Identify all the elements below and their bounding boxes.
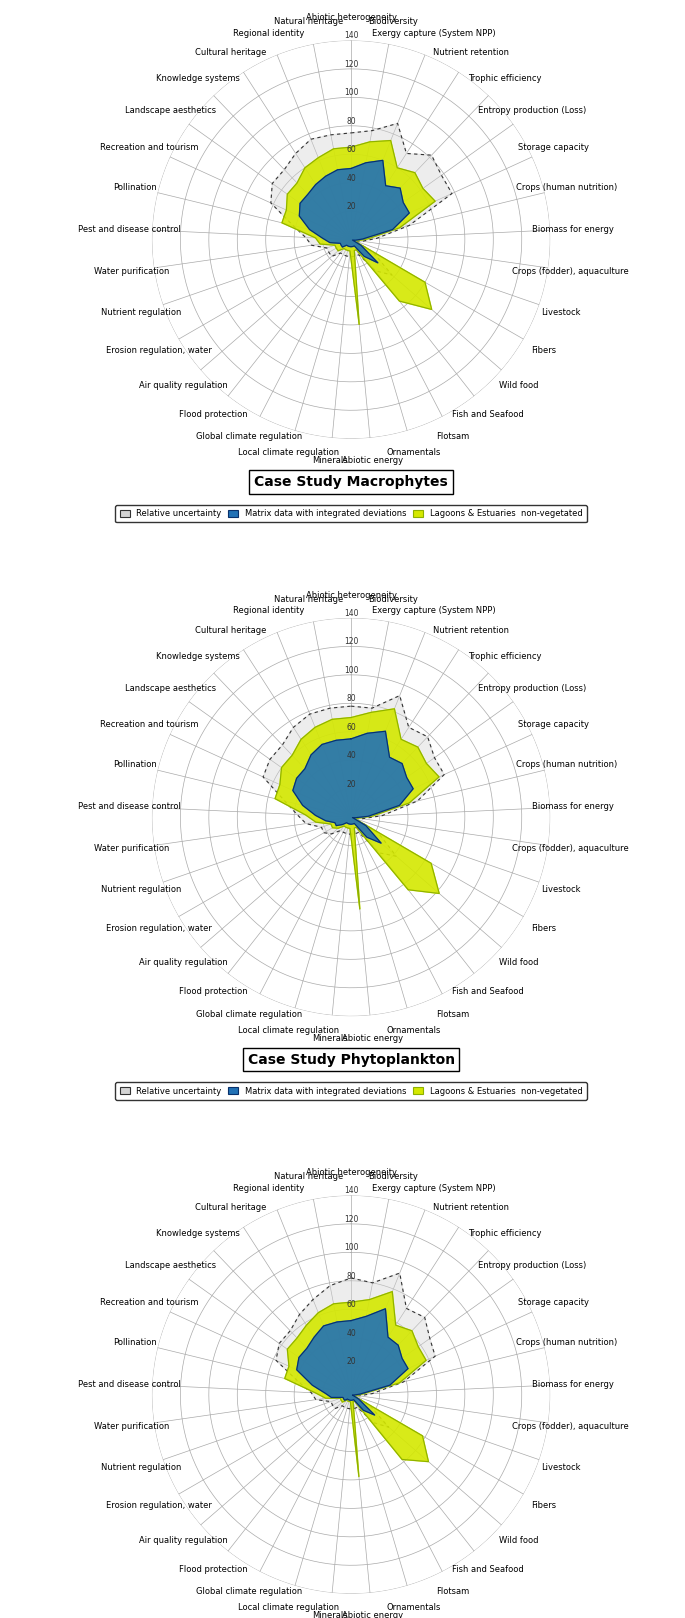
Text: 40: 40 <box>346 751 356 760</box>
Text: 60: 60 <box>346 146 356 154</box>
Polygon shape <box>282 141 435 325</box>
Title: Case Study Phytoplankton: Case Study Phytoplankton <box>247 1052 455 1066</box>
Polygon shape <box>263 696 444 856</box>
Text: 140: 140 <box>344 31 358 40</box>
Polygon shape <box>293 731 413 843</box>
Text: 20: 20 <box>346 780 356 788</box>
Legend: Relative uncertainty, Matrix data with integrated deviations, Lagoons & Estuarie: Relative uncertainty, Matrix data with i… <box>116 505 586 523</box>
Text: 100: 100 <box>344 89 358 97</box>
Text: 20: 20 <box>346 1358 356 1366</box>
Text: 60: 60 <box>346 723 356 731</box>
Text: 80: 80 <box>346 116 356 126</box>
Polygon shape <box>276 1273 435 1427</box>
Legend: Relative uncertainty, Matrix data with integrated deviations, Lagoons & Estuarie: Relative uncertainty, Matrix data with i… <box>116 1082 586 1100</box>
Text: 120: 120 <box>344 637 358 647</box>
Text: 80: 80 <box>346 694 356 704</box>
Text: 20: 20 <box>346 202 356 210</box>
Polygon shape <box>297 1309 408 1416</box>
Text: 40: 40 <box>346 1328 356 1338</box>
Text: 60: 60 <box>346 1301 356 1309</box>
Text: 140: 140 <box>344 1186 358 1196</box>
Text: 120: 120 <box>344 60 358 70</box>
Text: 40: 40 <box>346 173 356 183</box>
Text: 80: 80 <box>346 1272 356 1281</box>
Text: 100: 100 <box>344 1243 358 1252</box>
Text: 100: 100 <box>344 667 358 675</box>
Polygon shape <box>285 1291 428 1477</box>
Polygon shape <box>299 160 409 262</box>
Polygon shape <box>271 123 452 275</box>
Polygon shape <box>275 709 439 909</box>
Text: 120: 120 <box>344 1215 358 1223</box>
Text: 140: 140 <box>344 608 358 618</box>
Title: Case Study Macrophytes: Case Study Macrophytes <box>254 476 448 489</box>
